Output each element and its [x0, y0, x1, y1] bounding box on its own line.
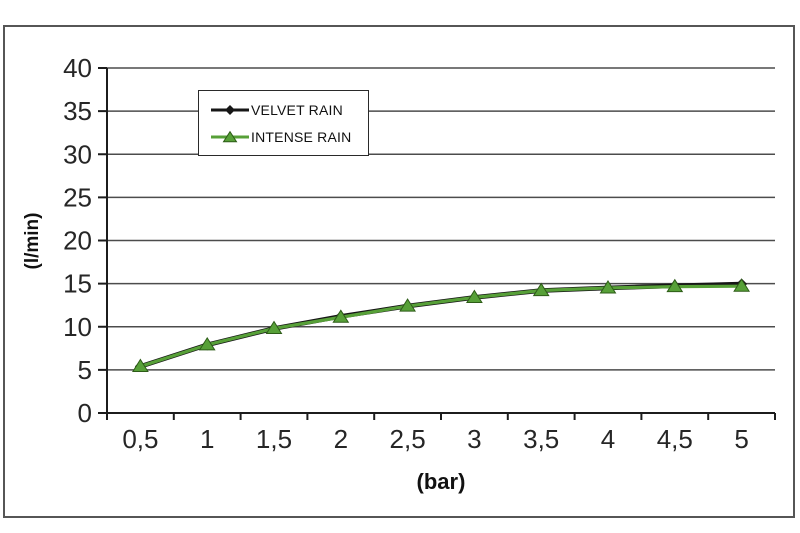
- y-tick-label: 40: [63, 53, 92, 83]
- series-intense-rain: [131, 278, 751, 372]
- diamond-line-marker-icon: [211, 104, 249, 115]
- legend-label: INTENSE RAIN: [251, 128, 352, 145]
- x-tick-label: 1,5: [256, 424, 292, 454]
- y-tick-label: 30: [63, 139, 92, 169]
- y-tick-label: 35: [63, 96, 92, 126]
- triangle-line-marker-icon: [211, 130, 249, 142]
- axes: [98, 67, 776, 420]
- x-tick-label: 4,5: [657, 424, 693, 454]
- x-tick-label: 0,5: [122, 424, 158, 454]
- x-tick-label: 5: [734, 424, 748, 454]
- x-tick-label: 3: [467, 424, 481, 454]
- line-chart: 0 5 10 15 20 25 30 35 40 0,5 1 1,5 2 2,5 3 3,5 4 4,5 5 (ba…: [22, 53, 776, 494]
- y-tick-label: 20: [63, 226, 92, 256]
- legend-item: INTENSE RAIN: [210, 125, 368, 149]
- y-tick-label: 0: [78, 398, 92, 428]
- legend-label: VELVET RAIN: [251, 101, 343, 118]
- y-axis-title: (l/min): [22, 213, 43, 270]
- x-tick-label: 1: [200, 424, 214, 454]
- tick-labels: 0 5 10 15 20 25 30 35 40 0,5 1 1,5 2 2,5 3 3,5 4 4,5 5: [63, 53, 749, 454]
- y-tick-label: 10: [63, 312, 92, 342]
- series-velvet-rain: [134, 278, 748, 372]
- x-tick-label: 2: [334, 424, 348, 454]
- y-tick-label: 5: [78, 355, 92, 385]
- data-series: [131, 278, 751, 372]
- x-tick-label: 2,5: [390, 424, 426, 454]
- x-tick-label: 3,5: [523, 424, 559, 454]
- y-tick-label: 25: [63, 182, 92, 212]
- x-tick-label: 4: [601, 424, 615, 454]
- chart-frame: 0 5 10 15 20 25 30 35 40 0,5 1 1,5 2 2,5 3 3,5 4 4,5 5 (ba…: [3, 25, 795, 518]
- y-tick-label: 15: [63, 269, 92, 299]
- x-axis-title: (bar): [417, 469, 466, 494]
- legend: VELVET RAIN INTENSE RAIN: [198, 90, 369, 156]
- legend-item: VELVET RAIN: [210, 98, 368, 122]
